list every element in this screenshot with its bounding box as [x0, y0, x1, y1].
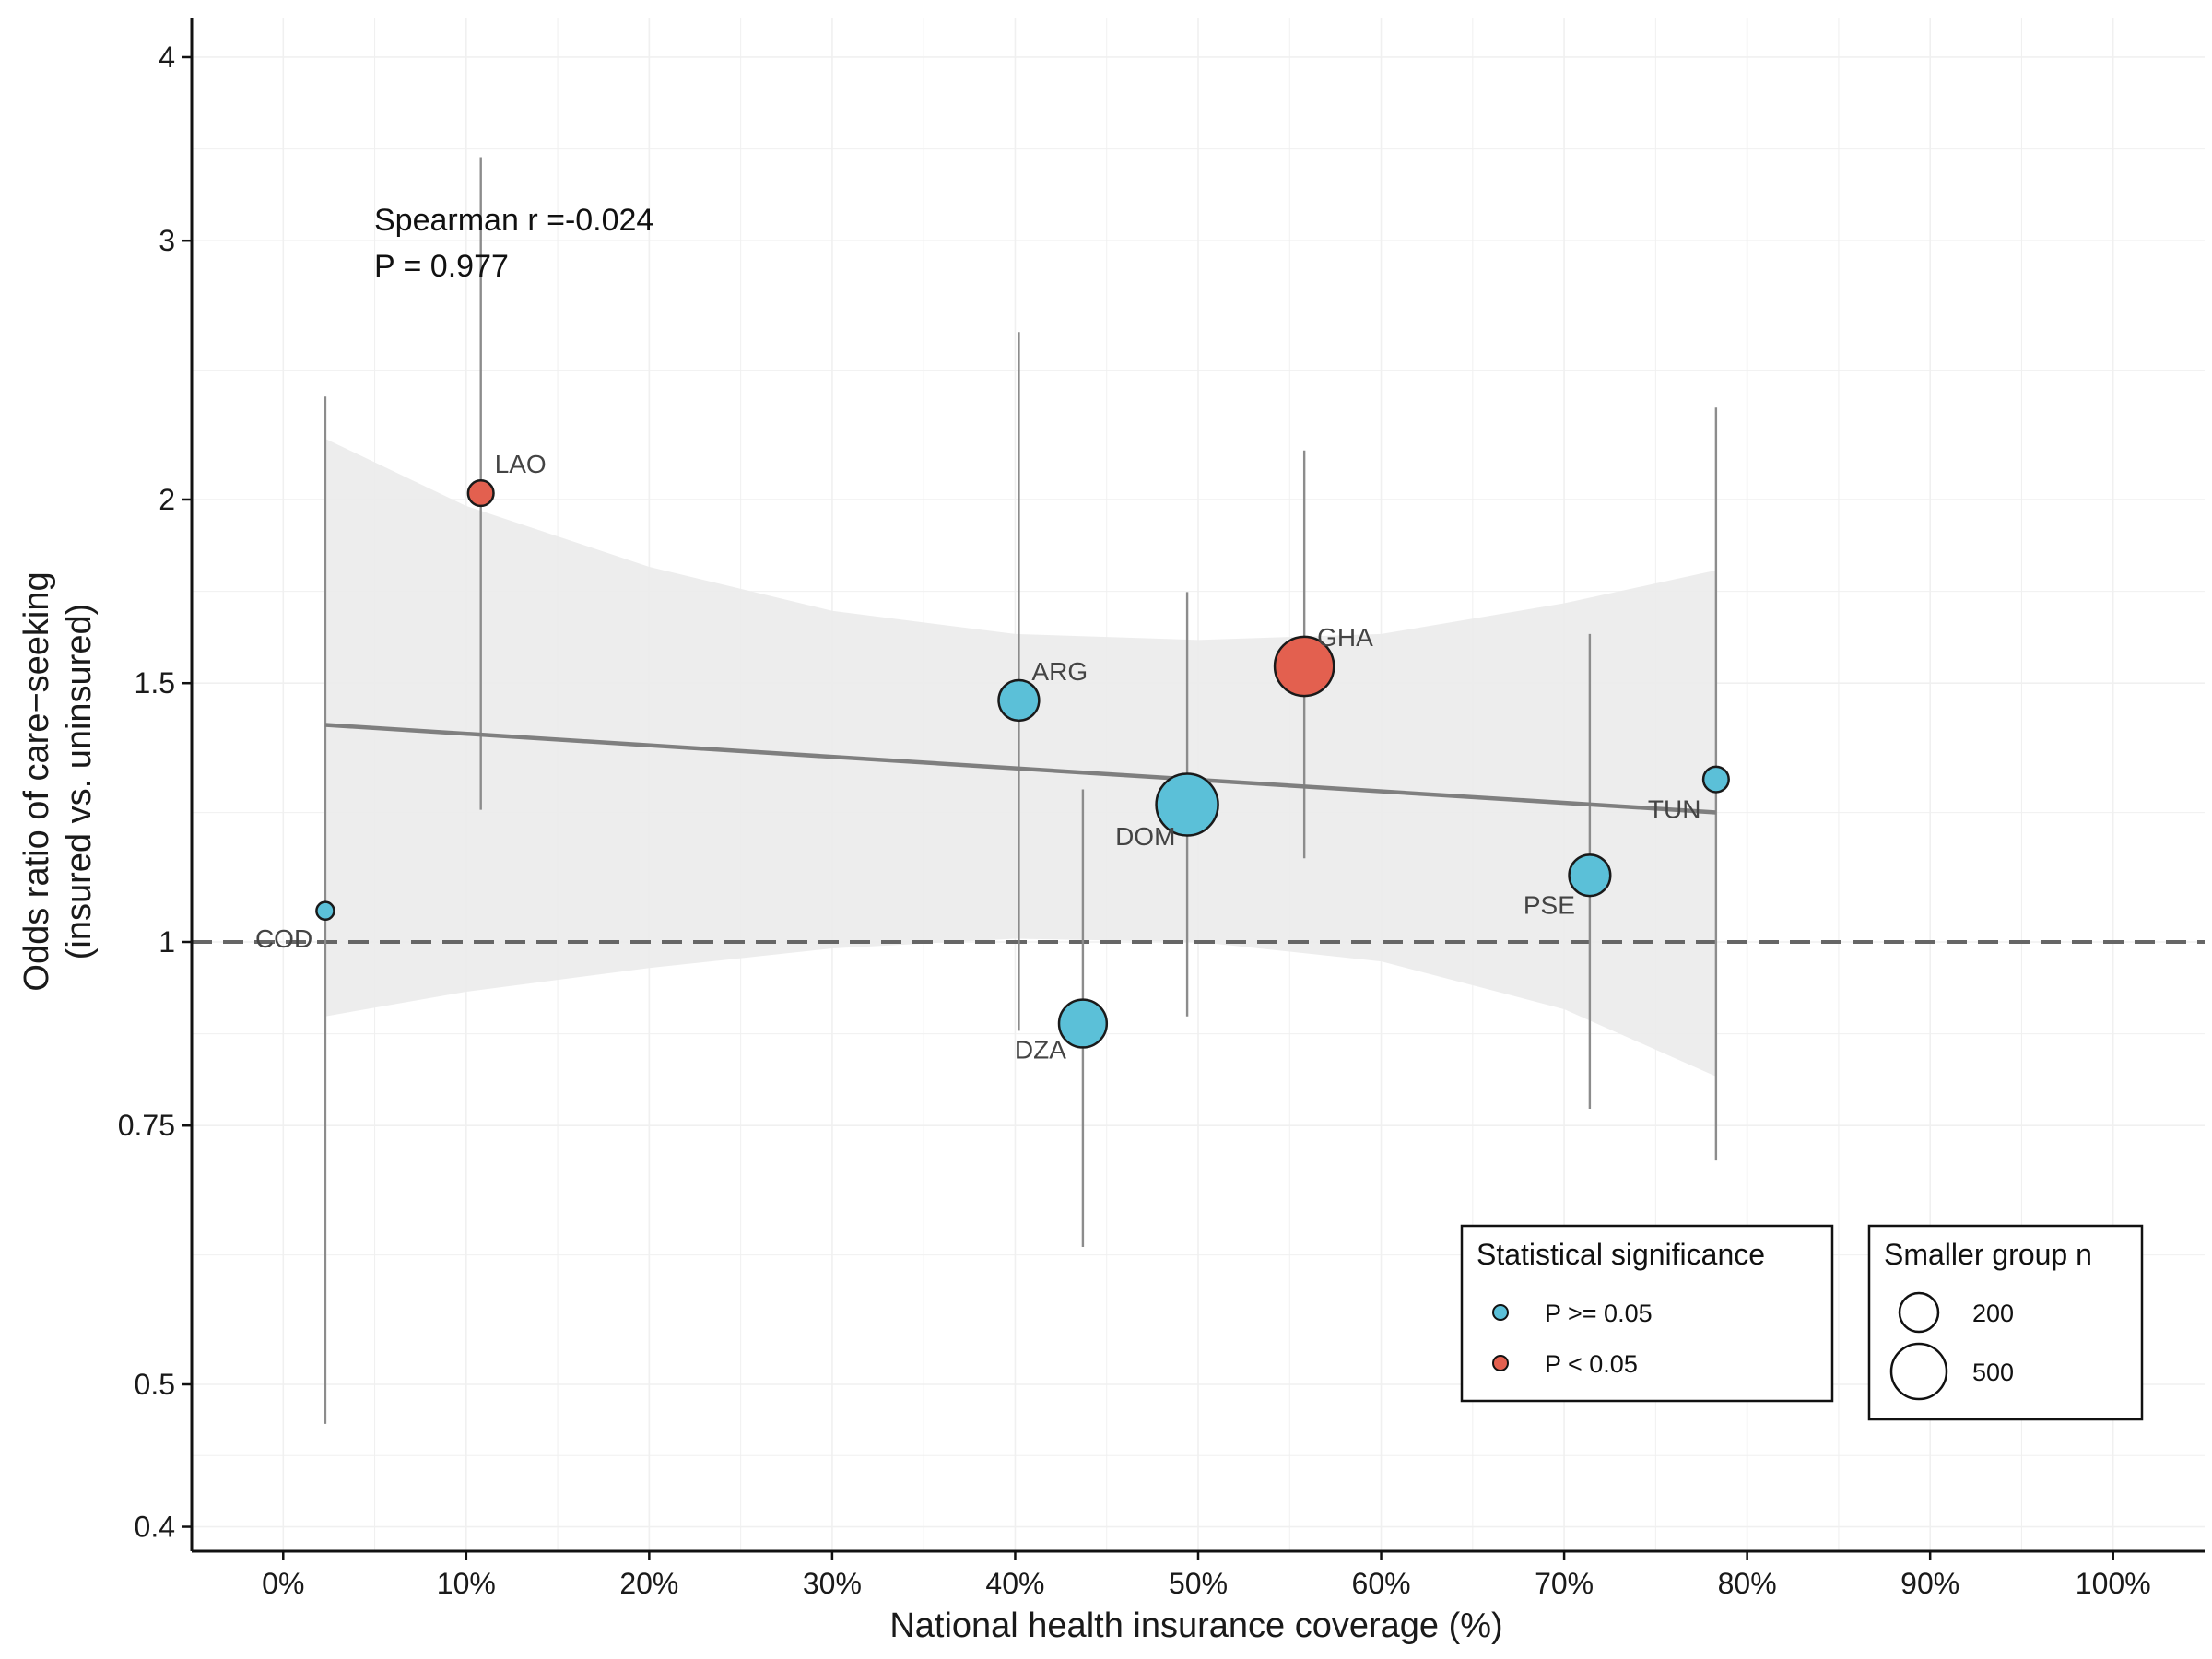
x-tick-label: 20%	[619, 1567, 678, 1600]
point-label-arg: ARG	[1031, 657, 1088, 686]
fit-line	[324, 723, 1717, 815]
point-label-lao: LAO	[495, 450, 547, 478]
data-point-dza	[1057, 998, 1109, 1049]
legend-dot-not-significant	[1492, 1304, 1509, 1321]
point-label-gha: GHA	[1317, 623, 1373, 652]
legend-dot-significant	[1492, 1355, 1509, 1371]
point-label-dza: DZA	[1015, 1036, 1066, 1065]
p-value-annotation: P = 0.977	[374, 249, 509, 284]
fit-line-group	[324, 723, 1717, 815]
axes-group: 0% 10% 20% 30% 40% 50% 60% 70% 80% 90% 100% 0.4 0.5 0…	[118, 18, 2205, 1600]
y-tick-label: 0.5	[135, 1368, 175, 1401]
confidence-band	[324, 438, 1716, 1077]
data-point-arg	[997, 678, 1041, 723]
y-tick-label: 2	[159, 483, 175, 516]
point-labels-group: COD LAO ARG DZA DOM GHA PSE TUN	[255, 450, 1700, 1064]
point-label-cod: COD	[255, 924, 312, 953]
legend-size-label-large: 500	[1972, 1359, 2014, 1386]
data-point-gha	[1273, 635, 1335, 698]
legend-size-circle-small	[1898, 1291, 1940, 1334]
y-tick-label: 4	[159, 41, 175, 74]
y-tick-label: 0.75	[118, 1109, 175, 1142]
y-tick-label: 1.5	[135, 666, 175, 700]
legend-size-title: Smaller group n	[1884, 1238, 2092, 1271]
legend-label-not-significant: P >= 0.05	[1545, 1300, 1653, 1327]
data-points-group	[315, 479, 1730, 1049]
x-tick-label: 90%	[1900, 1567, 1959, 1600]
legend-label-significant: P < 0.05	[1545, 1350, 1638, 1378]
x-tick-label: 10%	[437, 1567, 496, 1600]
y-axis-title-line2: (insured vs. uninsured)	[60, 604, 99, 960]
x-tick-label: 40%	[985, 1567, 1044, 1600]
data-point-lao	[466, 479, 495, 508]
y-tick-label: 3	[159, 224, 175, 257]
legend-size-label-small: 200	[1972, 1300, 2014, 1327]
data-point-cod	[315, 900, 335, 921]
x-tick-label: 80%	[1718, 1567, 1777, 1600]
y-tick-label: 1	[159, 925, 175, 959]
confidence-band-group	[324, 438, 1716, 1077]
y-axis-title-line1: Odds ratio of care−seeking	[18, 571, 56, 991]
x-axis-title: National health insurance coverage (%)	[889, 1606, 1502, 1645]
y-tick-label: 0.4	[135, 1511, 175, 1544]
x-tick-label: 60%	[1352, 1567, 1411, 1600]
x-tick-label: 50%	[1169, 1567, 1228, 1600]
legend-size-circle-large	[1889, 1342, 1948, 1401]
x-tick-label: 0%	[262, 1567, 304, 1600]
legend-significance-box	[1460, 1224, 1834, 1403]
data-point-tun	[1701, 765, 1730, 794]
data-point-pse	[1568, 853, 1612, 898]
data-point-dom	[1155, 772, 1219, 837]
legend-size: Smaller group n 200 500	[1867, 1224, 2144, 1421]
legend-significance: Statistical significance P >= 0.05 P < 0…	[1460, 1224, 1834, 1403]
point-label-dom: DOM	[1115, 822, 1175, 851]
x-tick-label: 100%	[2076, 1567, 2151, 1600]
legend-significance-title: Statistical significance	[1477, 1238, 1765, 1271]
point-label-pse: PSE	[1524, 891, 1575, 920]
x-tick-label: 70%	[1535, 1567, 1594, 1600]
spearman-annotation: Spearman r =-0.024	[374, 203, 653, 238]
x-tick-label: 30%	[803, 1567, 862, 1600]
point-label-tun: TUN	[1648, 795, 1701, 824]
